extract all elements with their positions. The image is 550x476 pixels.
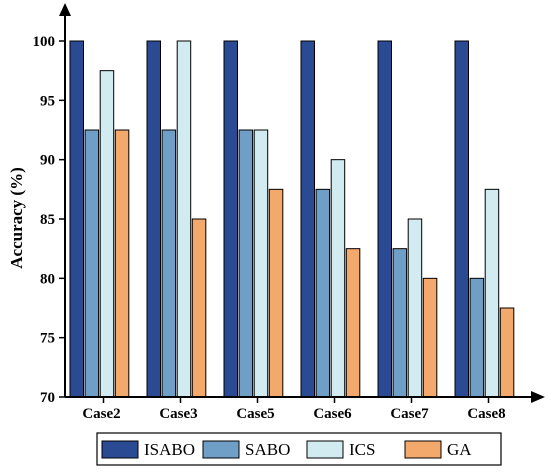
y-ticks-layer: 70 75 80 85 90 95 100 [33, 34, 65, 406]
y-tick-label: 80 [40, 271, 55, 287]
bar-ics-case3 [176, 40, 192, 398]
x-axis-arrow [531, 391, 545, 403]
bar-isabo-case3 [146, 40, 161, 398]
legend-label-ics: ICS [349, 440, 375, 459]
bar-ga-case2 [114, 129, 130, 398]
x-tick-label: Case5 [236, 406, 274, 422]
legend-label-isabo: ISABO [144, 440, 195, 459]
bar-ics-case5 [253, 129, 269, 398]
legend-swatch-sabo [202, 440, 240, 459]
bar-ga-case7 [422, 277, 438, 398]
bar-sabo-case6 [315, 188, 331, 398]
bar-ga-case6 [345, 248, 361, 398]
x-tick-label: Case8 [467, 406, 505, 422]
axes-layer [59, 3, 545, 403]
bar-ga-case5 [268, 188, 284, 398]
y-tick-label: 75 [40, 331, 55, 347]
x-tick-label: Case3 [159, 406, 197, 422]
y-tick-label: 95 [40, 93, 55, 109]
legend-swatch-ics [306, 440, 344, 459]
bar-isabo-case6 [300, 40, 315, 398]
bar-ics-case8 [484, 188, 500, 398]
bar-ics-case2 [99, 70, 115, 398]
bar-ga-case8 [499, 307, 515, 398]
y-axis-title: Accuracy (%) [7, 167, 26, 269]
bar-sabo-case3 [161, 129, 177, 398]
legend-label-ga: GA [447, 440, 472, 459]
legend-label-sabo: SABO [245, 440, 290, 459]
bar-isabo-case8 [454, 40, 469, 398]
bar-ics-case7 [407, 218, 423, 398]
x-ticks-layer: Case2 Case3 Case5 Case6 Case7 Case8 [82, 397, 506, 422]
bar-sabo-case8 [469, 277, 485, 398]
legend-swatch-isabo [101, 440, 139, 459]
bar-sabo-case7 [392, 248, 408, 398]
bar-ics-case6 [330, 159, 346, 398]
y-tick-label: 90 [40, 153, 55, 169]
x-tick-label: Case7 [390, 406, 429, 422]
x-tick-label: Case2 [82, 406, 120, 422]
y-tick-label: 85 [40, 212, 55, 228]
bar-isabo-case7 [377, 40, 392, 398]
x-tick-label: Case6 [313, 406, 352, 422]
legend: ISABO SABO ICS GA [96, 432, 502, 466]
legend-swatch-ga [404, 440, 442, 459]
bar-isabo-case5 [223, 40, 238, 398]
bar-ga-case3 [191, 218, 207, 398]
y-tick-label: 100 [33, 34, 56, 50]
bars-layer [69, 40, 515, 398]
bar-sabo-case5 [238, 129, 254, 398]
y-tick-label: 70 [40, 390, 55, 406]
bar-sabo-case2 [84, 129, 100, 398]
y-axis-arrow [59, 3, 71, 16]
bar-isabo-case2 [69, 40, 84, 398]
